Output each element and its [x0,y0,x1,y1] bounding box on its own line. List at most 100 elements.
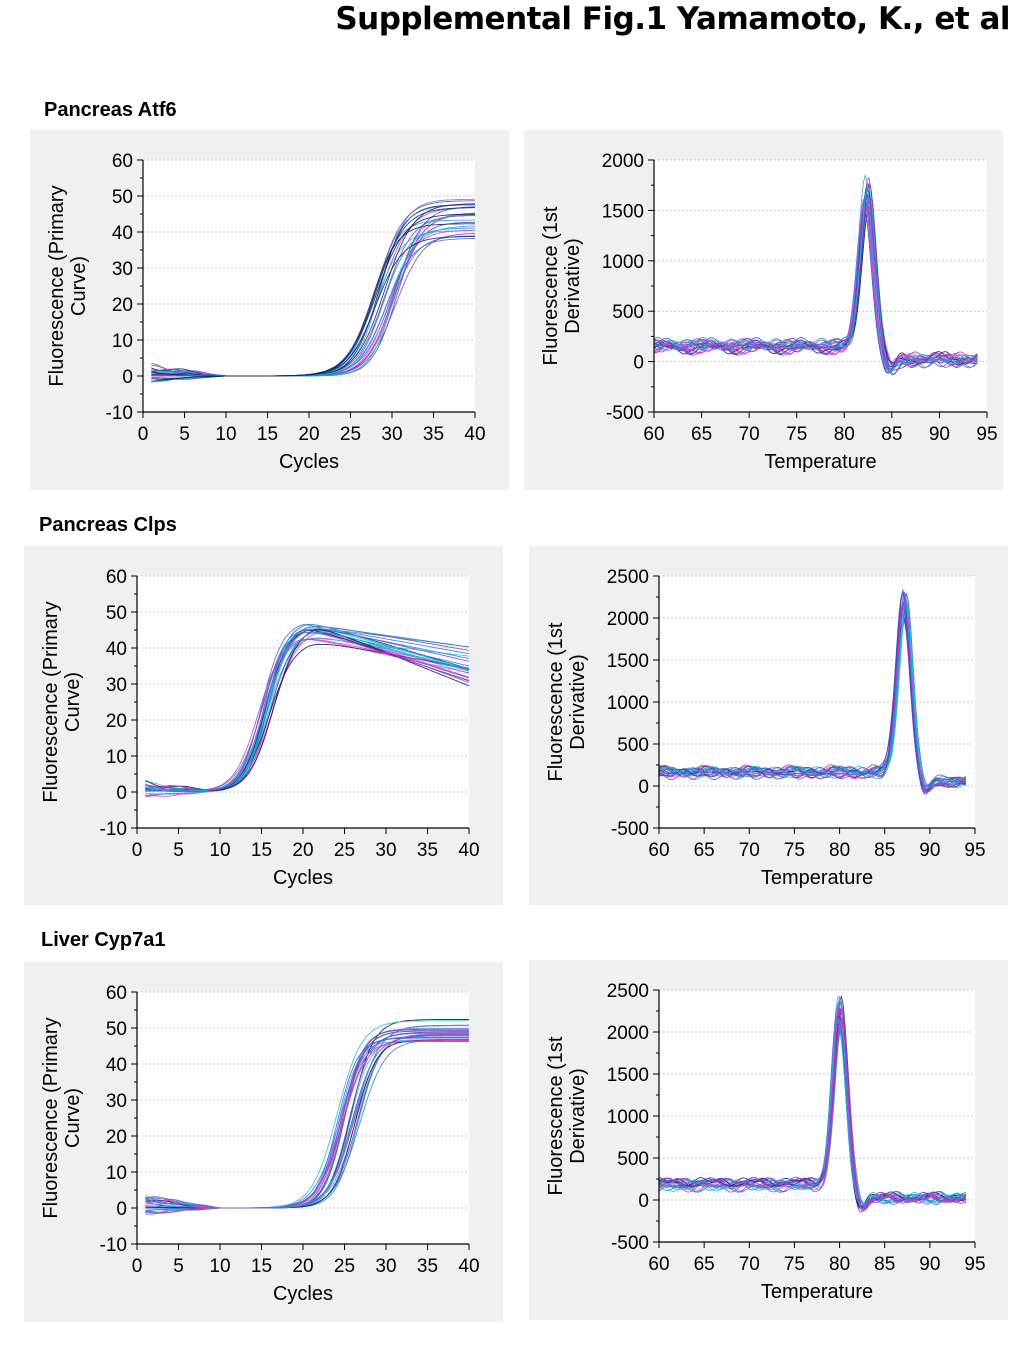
y-tick-label: 20 [106,711,127,732]
chart-cyp7a1-melt: -500 0 500 1000 1500 2000 2500 60 65 70 75 80 85 90 95… [545,981,986,1303]
y-tick-label: -500 [606,403,644,424]
series-line [659,996,967,1209]
x-tick-label: 35 [417,840,438,861]
x-tick-label: 35 [423,424,444,445]
y-tick-label: 0 [122,367,133,388]
series-line [659,1018,967,1206]
y-tick-label: -500 [611,819,649,840]
series-line [653,192,978,373]
y-tick-label: -10 [100,819,127,840]
y-tick-label: 1500 [607,651,649,672]
chart-atf6-melt: -500 0 500 1000 1500 2000 60 65 70 75 80 85 90 95 Temp… [540,151,998,473]
x-tick-label: 85 [874,840,895,861]
y-axis-title-line: Fluorescence (Primary [46,185,68,386]
x-tick-label: 15 [251,1256,272,1277]
y-tick-label: 60 [106,983,127,1004]
series-line [145,1040,469,1209]
y-tick-label: 500 [617,735,649,756]
y-tick-label: -500 [611,1233,649,1254]
x-tick-label: 70 [739,1254,760,1275]
y-tick-label: 0 [116,1199,127,1220]
series-line [658,995,967,1210]
y-tick-label: 2500 [607,567,649,588]
y-tick-label: 10 [106,747,127,768]
section-label-atf6: Pancreas Atf6 [44,99,177,121]
y-tick-label: -10 [100,1235,127,1256]
series-line [653,203,978,373]
x-axis-title: Temperature [764,451,876,473]
plot-area [137,576,469,828]
y-tick-label: 2500 [607,981,649,1002]
x-tick-label: 30 [375,840,396,861]
y-tick-label: 40 [106,1055,127,1076]
series-line [145,1032,469,1209]
x-tick-label: 0 [132,840,143,861]
x-tick-label: 5 [173,840,184,861]
x-tick-label: 90 [929,424,950,445]
y-axis-title-line: Curve) [62,672,84,732]
x-tick-label: 10 [209,1256,230,1277]
section-label-cyp7a1: Liver Cyp7a1 [41,929,166,951]
y-axis-title-line: Derivative) [567,654,589,750]
y-tick-label: 1500 [602,201,644,222]
x-tick-label: 90 [919,840,940,861]
y-tick-label: -10 [106,403,133,424]
series-line [658,999,967,1212]
y-tick-label: 20 [112,295,133,316]
y-axis-title-line: Fluorescence (Primary [40,601,62,802]
y-axis-title-line: Fluorescence (1st [545,622,567,781]
chart-panel-atf6-amplification: -10 0 10 20 30 40 50 60 0 5 10 15 20 25 30 35 40 Cycles Fl… [30,130,509,490]
series-line [653,173,978,372]
x-tick-label: 60 [643,424,664,445]
x-tick-label: 70 [739,424,760,445]
series-group [151,198,476,383]
y-tick-label: 1500 [607,1065,649,1086]
y-tick-label: 1000 [607,693,649,714]
y-tick-label: 0 [116,783,127,804]
series-line [658,1026,967,1207]
x-tick-label: 0 [138,424,149,445]
x-tick-label: 25 [340,424,361,445]
x-tick-label: 30 [381,424,402,445]
y-tick-label: 2000 [607,1023,649,1044]
series-group [145,623,470,798]
series-line [653,187,978,372]
x-tick-label: 80 [829,1254,850,1275]
x-tick-label: 40 [464,424,485,445]
series-line [145,1025,469,1209]
y-tick-label: 20 [106,1127,127,1148]
y-axis-title-line: Derivative) [562,238,584,334]
x-tick-label: 10 [209,840,230,861]
x-axis-title: Cycles [273,1283,333,1305]
x-tick-label: 40 [458,1256,479,1277]
series-line [658,1006,967,1208]
series-line [145,629,470,792]
series-group [658,994,967,1213]
x-tick-label: 10 [215,424,236,445]
x-axis-title: Temperature [761,867,873,889]
x-tick-label: 60 [648,1254,669,1275]
x-axis-title: Cycles [273,867,333,889]
x-tick-label: 95 [964,1254,985,1275]
y-tick-label: 2000 [607,609,649,630]
y-axis-title: Fluorescence (1stDerivative) [545,622,589,781]
figure-title: Supplemental Fig.1 Yamamoto, K., et al [335,1,1010,37]
y-tick-label: 0 [638,777,649,798]
x-tick-label: 70 [739,840,760,861]
series-group [653,173,978,376]
plot-area [143,160,475,412]
x-tick-label: 60 [648,840,669,861]
series-line [658,591,967,790]
chart-clps-melt: -500 0 500 1000 1500 2000 2500 60 65 70 75 80 85 90 95… [545,567,986,889]
plot-area [654,160,987,412]
y-tick-label: 30 [106,1091,127,1112]
x-tick-label: 15 [251,840,272,861]
y-axis-title-line: Fluorescence (1st [540,206,562,365]
x-tick-label: 85 [881,424,902,445]
y-tick-label: 1000 [602,252,644,273]
y-tick-label: 60 [112,151,133,172]
y-tick-label: 10 [106,1163,127,1184]
y-axis-title: Fluorescence (PrimaryCurve) [46,185,90,386]
x-tick-label: 75 [786,424,807,445]
